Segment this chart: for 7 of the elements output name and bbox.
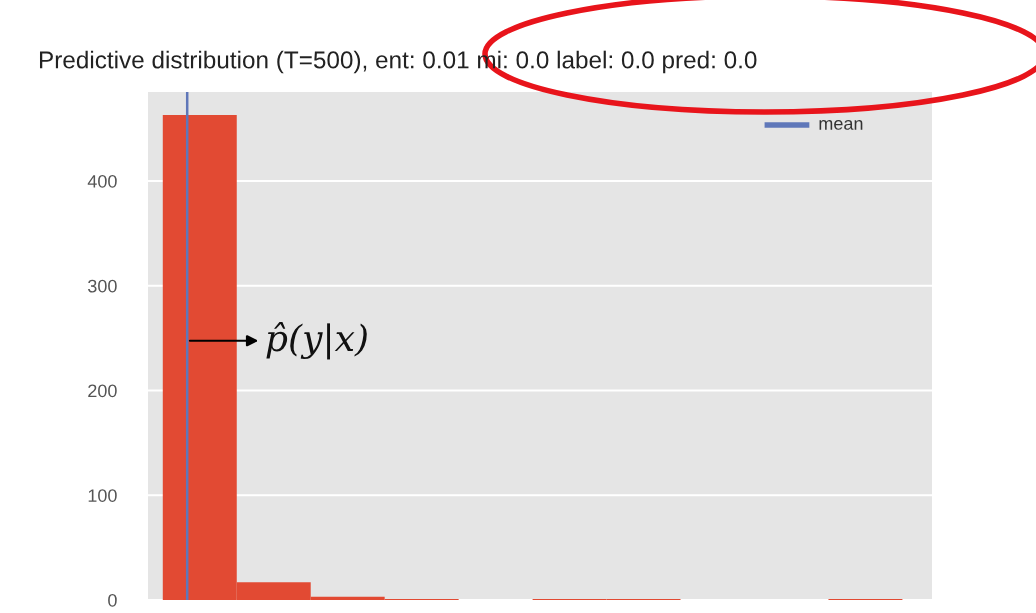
annotation: mean	[819, 119, 863, 130]
y-tick-label: 0	[108, 593, 117, 607]
y-tick-label: 200	[88, 384, 117, 398]
annotation: p̂(y|x)	[266, 322, 367, 360]
y-tick-label: 300	[88, 279, 117, 293]
y-tick-label: 400	[87, 174, 117, 188]
y-tick-label: 100	[88, 489, 117, 502]
